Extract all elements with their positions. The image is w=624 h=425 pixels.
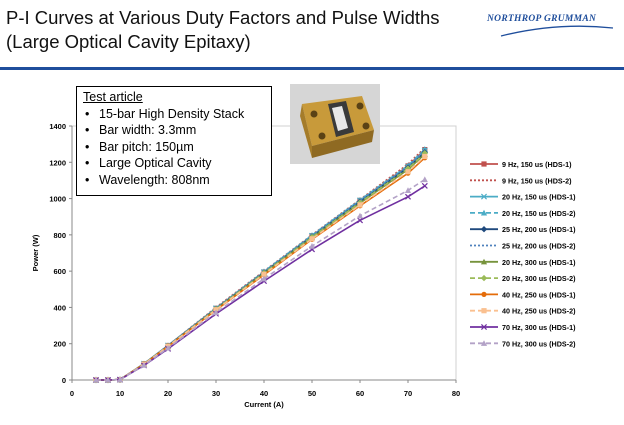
northrop-grumman-logo: NORTHROP GRUMMAN	[487, 14, 615, 42]
data-point-marker	[260, 275, 268, 282]
data-point-marker	[421, 176, 428, 183]
legend-label: 70 Hz, 300 us (HDS-1)	[502, 323, 576, 332]
data-point-marker	[405, 169, 411, 175]
legend-label: 9 Hz, 150 us (HDS-1)	[502, 160, 572, 169]
legend-label: 40 Hz, 250 us (HDS-1)	[502, 290, 576, 299]
data-point-marker	[404, 193, 412, 200]
data-point-marker	[164, 344, 172, 351]
x-tick-label: 40	[260, 389, 268, 398]
y-tick-label: 200	[53, 340, 66, 349]
data-point-marker	[480, 258, 488, 265]
x-tick-label: 10	[116, 389, 124, 398]
info-item: Wavelength: 808nm	[85, 172, 265, 189]
data-point-marker	[356, 212, 364, 219]
x-tick-label: 50	[308, 389, 316, 398]
logo-swoosh-icon	[500, 25, 614, 37]
title-divider	[0, 67, 624, 70]
slide-title: P-I Curves at Various Duty Factors and P…	[6, 7, 440, 52]
legend-label: 20 Hz, 150 us (HDS-2)	[502, 209, 576, 218]
data-point-marker	[212, 309, 220, 316]
y-tick-label: 800	[53, 231, 66, 240]
data-point-marker	[481, 308, 487, 314]
y-tick-label: 400	[53, 303, 66, 312]
data-point-marker	[308, 243, 316, 249]
data-point-marker	[480, 193, 488, 200]
info-item: Bar width: 3.3mm	[85, 122, 265, 139]
legend-label: 40 Hz, 250 us (HDS-2)	[502, 307, 576, 316]
data-point-marker	[92, 376, 100, 383]
legend-label: 9 Hz, 150 us (HDS-2)	[502, 176, 572, 185]
test-article-box: Test article 15-bar High Density Stack B…	[76, 86, 272, 196]
data-point-marker	[356, 217, 364, 224]
logo-text: NORTHROP GRUMMAN	[487, 14, 597, 24]
series-line	[96, 178, 426, 381]
x-tick-label: 0	[70, 389, 74, 398]
y-tick-label: 1400	[49, 122, 66, 131]
data-point-marker	[140, 362, 148, 368]
test-article-heading: Test article	[83, 90, 143, 104]
data-point-marker	[480, 226, 488, 233]
x-tick-label: 30	[212, 389, 220, 398]
x-tick-label: 70	[404, 389, 412, 398]
y-tick-label: 1000	[49, 195, 66, 204]
data-point-marker	[480, 340, 488, 346]
data-point-marker	[104, 376, 112, 383]
data-point-marker	[480, 209, 488, 216]
data-point-marker	[421, 182, 428, 189]
data-point-marker	[116, 376, 124, 383]
data-point-marker	[309, 236, 315, 242]
laser-diode-stack-photo	[290, 84, 380, 164]
data-point-marker	[480, 274, 488, 282]
data-point-marker	[480, 323, 488, 331]
info-item: Large Optical Cavity	[85, 155, 265, 172]
x-tick-label: 20	[164, 389, 172, 398]
data-point-marker	[421, 146, 428, 152]
x-tick-label: 80	[452, 389, 460, 398]
x-axis-label: Current (A)	[244, 400, 284, 409]
data-point-marker	[422, 153, 428, 160]
info-item: 15-bar High Density Stack	[85, 106, 265, 123]
legend-label: 25 Hz, 200 us (HDS-2)	[502, 242, 576, 251]
y-tick-label: 600	[53, 267, 66, 276]
legend-label: 20 Hz, 150 us (HDS-1)	[502, 193, 576, 202]
data-point-marker	[404, 187, 412, 194]
y-axis-label: Power (W)	[31, 234, 40, 271]
y-tick-label: 1200	[49, 158, 66, 167]
legend-label: 20 Hz, 300 us (HDS-2)	[502, 274, 576, 283]
x-tick-label: 60	[356, 389, 364, 398]
legend-label: 20 Hz, 300 us (HDS-1)	[502, 258, 576, 267]
series-line	[96, 185, 426, 381]
legend-label: 25 Hz, 200 us (HDS-1)	[502, 225, 576, 234]
data-point-marker	[357, 202, 363, 208]
data-point-marker	[481, 161, 487, 167]
data-point-marker	[261, 271, 267, 277]
data-point-marker	[481, 291, 487, 297]
data-point-marker	[404, 165, 412, 172]
legend-label: 70 Hz, 300 us (HDS-2)	[502, 339, 576, 348]
y-tick-label: 0	[62, 376, 66, 385]
diode-stack-icon	[290, 84, 380, 164]
info-item: Bar pitch: 150µm	[85, 139, 265, 156]
